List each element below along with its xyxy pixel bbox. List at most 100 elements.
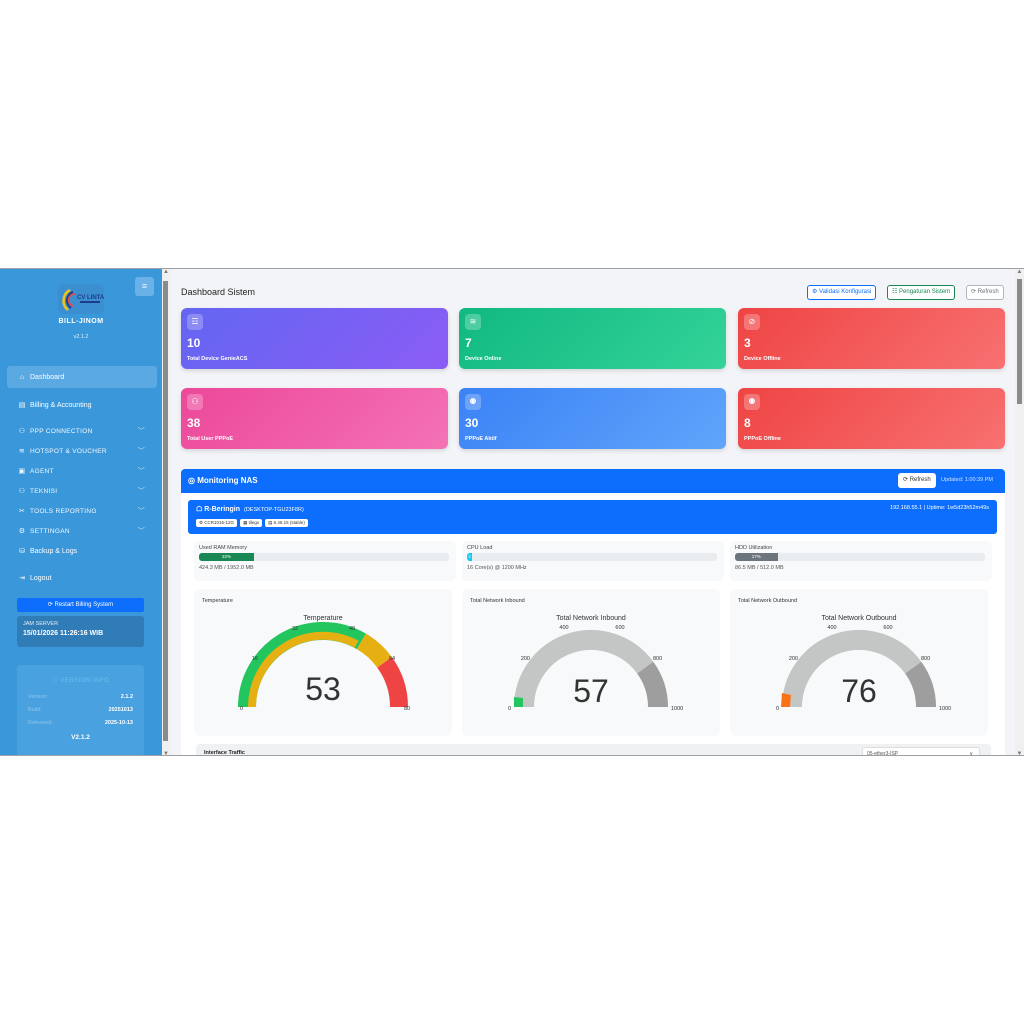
- validate-config-button[interactable]: ⚙ Validasi Konfigurasi: [807, 285, 877, 300]
- stat-label: Device Offline: [744, 356, 781, 362]
- nas-refresh-button[interactable]: ⟳ Refresh: [898, 473, 936, 488]
- svg-text:1000: 1000: [939, 706, 951, 712]
- stat-card-pppoe-active: ⚉ 30 PPPoE Aktif: [459, 388, 726, 449]
- ram-metric: Used RAM Memory 22% 424.3 MB / 1952.0 MB: [194, 541, 456, 581]
- sidebar-item-label: Logout: [30, 574, 52, 582]
- svg-text:64: 64: [389, 656, 395, 662]
- temperature-gauge-chart: Temperature 53 0 16 32 48 64 80: [238, 615, 410, 712]
- brand-version: v2.1.2: [73, 334, 89, 340]
- network-inbound-gauge-chart: Total Network Inbound 57 0 200 400 600 8…: [508, 615, 683, 712]
- refresh-button[interactable]: ⟳ Refresh: [966, 285, 1004, 300]
- svg-text:600: 600: [615, 625, 624, 631]
- sidebar-item-label: TEKNISI: [30, 487, 58, 495]
- metric-subtext: 16 Core(s) @ 1200 MHz: [467, 565, 527, 571]
- metric-label: Used RAM Memory: [199, 545, 247, 551]
- stat-card-device-online: ≋ 7 Device Online: [459, 308, 726, 369]
- sidebar-item-dashboard[interactable]: ⌂ Dashboard: [7, 366, 157, 388]
- sidebar: CV LINTAS ≡ BILL-JINOM v2.1.2 ⌂ Dashboar…: [0, 269, 162, 755]
- scroll-down-icon[interactable]: ▼: [163, 751, 169, 756]
- chevron-down-icon: ﹀: [137, 508, 145, 515]
- svg-text:0: 0: [508, 706, 511, 712]
- router-ip-uptime: 192.168.55.1 | Uptime: 1w5d23h52m49s: [890, 505, 989, 511]
- svg-text:800: 800: [921, 656, 930, 662]
- svg-text:400: 400: [559, 625, 568, 631]
- gauge-card-title: Temperature: [202, 598, 233, 604]
- version-info-title: ⓘ VERSION INFO: [51, 678, 110, 684]
- chevron-down-icon: ﹀: [137, 488, 145, 495]
- hdd-progress-bar: 17%: [735, 553, 985, 561]
- sidebar-scrollbar[interactable]: ▲ ▼: [162, 269, 170, 756]
- chevron-down-icon: ∨: [969, 751, 973, 756]
- database-icon: ⛁: [19, 548, 25, 555]
- system-settings-button[interactable]: ☷ Pengaturan Sistem: [887, 285, 956, 300]
- chevron-down-icon: ﹀: [137, 428, 145, 435]
- metric-label: HDD Utilization: [735, 545, 773, 551]
- stat-value: 38: [187, 416, 201, 430]
- sidebar-item-label: TOOLS REPORTING: [30, 507, 97, 515]
- app-window: CV LINTAS ≡ BILL-JINOM v2.1.2 ⌂ Dashboar…: [0, 268, 1024, 756]
- stat-label: Total Device GenieACS: [187, 356, 248, 362]
- router-host: (DESKTOP-TGU23F8R): [244, 507, 304, 513]
- network-outbound-gauge-chart: Total Network Outbound 76 0 200 400 600 …: [776, 615, 951, 712]
- ram-progress-fill: 22%: [199, 553, 254, 561]
- stat-label: PPPoE Offline: [744, 436, 781, 442]
- chevron-down-icon: ﹀: [137, 468, 145, 475]
- gauge-card-title: Total Network Outbound: [738, 598, 798, 604]
- stat-value: 3: [744, 336, 751, 350]
- build-row: Build: 20251013: [28, 706, 133, 713]
- main-scrollbar[interactable]: ▲ ▼: [1015, 269, 1024, 756]
- sidebar-item-agent[interactable]: ▣ AGENT ﹀: [7, 460, 157, 482]
- nas-title: ◎ Monitoring NAS: [188, 476, 258, 485]
- version-row: Version: 2.1.2: [28, 693, 133, 700]
- version-info-panel: ⓘ VERSION INFO Version: 2.1.2 Build: 202…: [17, 665, 144, 755]
- sidebar-item-hotspot[interactable]: ≋ HOTSPOT & VOUCHER ﹀: [7, 440, 157, 462]
- sidebar-item-teknisi[interactable]: ⚇ TEKNISI ﹀: [7, 480, 157, 502]
- nas-header: ◎ Monitoring NAS ⟳ Refresh Updated: 1:00…: [181, 469, 1005, 493]
- svg-text:76: 76: [841, 673, 877, 709]
- sidebar-item-logout[interactable]: ⇥ Logout: [7, 567, 157, 589]
- hdd-metric: HDD Utilization 17% 86.5 MB / 512.0 MB: [730, 541, 992, 581]
- stat-value: 30: [465, 416, 479, 430]
- people-icon: ⚇: [18, 488, 26, 495]
- interface-select[interactable]: 05-ether3-ISP ∨: [862, 747, 980, 756]
- svg-text:Temperature: Temperature: [303, 615, 342, 622]
- wifi-off-icon: ⊘: [744, 314, 760, 330]
- restart-billing-button[interactable]: ⟳ Restart Billing System: [17, 598, 144, 612]
- menu-toggle-button[interactable]: ≡: [135, 277, 154, 296]
- svg-text:600: 600: [883, 625, 892, 631]
- network-inbound-gauge: Total Network Inbound Total Network Inbo…: [462, 589, 720, 736]
- chevron-down-icon: ﹀: [137, 448, 145, 455]
- home-icon: ⌂: [19, 373, 25, 381]
- router-header: ☖ R-Beringin (DESKTOP-TGU23F8R) 192.168.5…: [188, 500, 997, 534]
- id-card-icon: ▣: [18, 468, 26, 475]
- sidebar-item-ppp-connection[interactable]: ⚇ PPP CONNECTION ﹀: [7, 420, 157, 442]
- metric-subtext: 424.3 MB / 1952.0 MB: [199, 565, 254, 571]
- scrollbar-thumb[interactable]: [1017, 279, 1022, 404]
- scroll-up-icon[interactable]: ▲: [1016, 269, 1023, 275]
- server-clock: JAM SERVER 15/01/2026 11:26:16 WIB: [17, 616, 144, 647]
- cpu-progress-bar: 2: [467, 553, 717, 561]
- server-clock-label: JAM SERVER: [23, 621, 59, 627]
- wifi-icon: ≋: [18, 448, 26, 455]
- sidebar-item-settingan[interactable]: ⚙ SETTINGAN ﹀: [7, 520, 157, 542]
- scroll-down-icon[interactable]: ▼: [1016, 751, 1023, 756]
- stat-card-pppoe-offline: ⚉ 8 PPPoE Offline: [738, 388, 1005, 449]
- sidebar-item-label: AGENT: [30, 467, 54, 475]
- svg-text:1000: 1000: [671, 706, 683, 712]
- arch-badge: ▦ tilegx: [240, 519, 263, 527]
- svg-text:0: 0: [240, 706, 243, 712]
- sidebar-item-billing[interactable]: ▤ Billing & Accounting: [7, 394, 157, 416]
- chevron-down-icon: ﹀: [137, 528, 145, 535]
- users-icon: ⚇: [187, 394, 203, 410]
- svg-text:80: 80: [404, 706, 410, 712]
- scroll-up-icon[interactable]: ▲: [163, 269, 169, 275]
- sidebar-item-tools-reporting[interactable]: ✂ TOOLS REPORTING ﹀: [7, 500, 157, 522]
- scrollbar-thumb[interactable]: [163, 281, 168, 741]
- svg-text:48: 48: [349, 626, 355, 632]
- model-badge: ⚙ CCR1016-12G: [196, 519, 238, 527]
- svg-text:Total Network Inbound: Total Network Inbound: [556, 615, 626, 622]
- logout-icon: ⇥: [19, 575, 25, 582]
- version-footer: V2.1.2: [71, 734, 90, 741]
- sidebar-item-label: Billing & Accounting: [30, 401, 92, 409]
- sidebar-item-backup-logs[interactable]: ⛁ Backup & Logs: [7, 540, 157, 562]
